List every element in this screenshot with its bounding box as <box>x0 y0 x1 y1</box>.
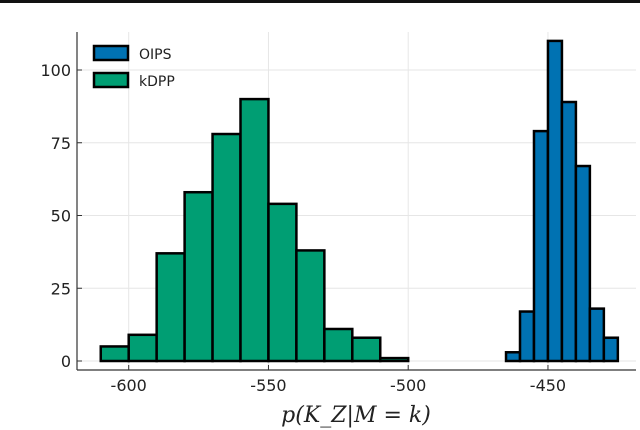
bar-oips <box>602 336 620 363</box>
legend-swatch-oips <box>92 44 130 62</box>
x-tick-label: -600 <box>111 376 147 395</box>
bar-kdpp <box>183 190 214 363</box>
bar-kdpp <box>379 356 410 363</box>
bar-kdpp <box>323 327 354 363</box>
bars <box>99 39 620 363</box>
legend: OIPS kDPP <box>92 44 175 90</box>
bar-kdpp <box>127 333 158 363</box>
legend-label-oips: OIPS <box>139 47 172 63</box>
legend-label-kdpp: kDPP <box>139 74 175 90</box>
bar-oips <box>518 310 536 363</box>
bar-oips <box>546 39 564 363</box>
bar-kdpp <box>295 249 326 363</box>
y-tick-label: 0 <box>61 352 71 371</box>
bar-kdpp <box>239 97 270 363</box>
bar-oips <box>588 307 606 363</box>
y-tick-label: 100 <box>40 61 71 80</box>
top-border <box>0 0 640 3</box>
x-axis-label: p(K_Z|M = k) <box>281 403 431 428</box>
bar-oips <box>504 351 522 363</box>
bar-kdpp <box>351 336 382 363</box>
x-tick-label: -550 <box>250 376 286 395</box>
bar-kdpp <box>211 132 242 363</box>
x-tick-label: -500 <box>390 376 426 395</box>
bar-oips <box>574 164 592 363</box>
x-tick-label: -450 <box>530 376 566 395</box>
bar-oips <box>532 129 550 363</box>
y-tick-label: 50 <box>51 207 71 226</box>
bar-oips <box>560 100 578 363</box>
y-tick-label: 25 <box>51 279 71 298</box>
y-tick-label: 75 <box>51 134 71 153</box>
axes: -600 -550 -500 -450 0 25 50 75 100 <box>40 32 636 395</box>
bar-kdpp <box>267 202 298 363</box>
bar-kdpp <box>155 252 186 363</box>
legend-swatch-kdpp <box>92 71 130 89</box>
bar-kdpp <box>99 345 130 363</box>
